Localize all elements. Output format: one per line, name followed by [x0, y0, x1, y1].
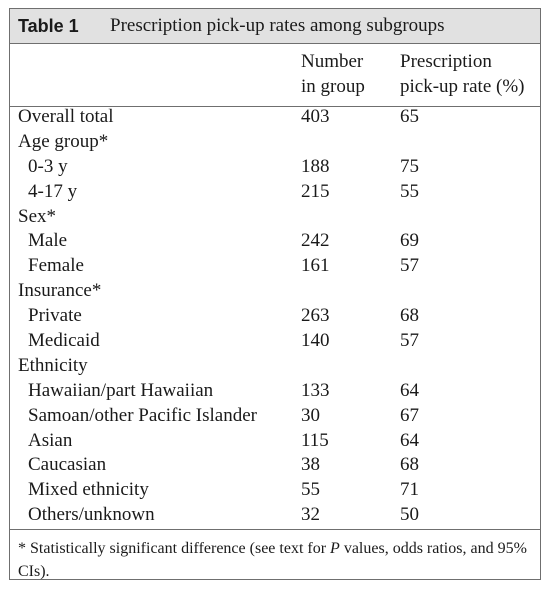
- table-row: Male 242 69: [10, 229, 540, 254]
- row-pickup-rate: 68: [400, 454, 419, 476]
- table-row: Asian 115 64: [10, 429, 540, 454]
- row-number-in-group: 242: [301, 230, 330, 252]
- row-pickup-rate: 57: [400, 255, 419, 277]
- table-row: Insurance*: [10, 279, 540, 304]
- table-row: Overall total 403 65: [10, 105, 540, 130]
- table-row: Hawaiian/part Hawaiian 133 64: [10, 379, 540, 404]
- row-label: Caucasian: [28, 454, 107, 476]
- row-label: Age group*: [18, 130, 109, 152]
- row-label: Male: [28, 230, 68, 252]
- column-header-number-line2: in group: [301, 76, 365, 97]
- row-pickup-rate: 67: [400, 404, 419, 426]
- header-bottom-rule: [10, 106, 540, 107]
- row-label: Medicaid: [28, 330, 100, 352]
- row-number-in-group: 263: [301, 305, 330, 327]
- table-row: 0-3 y 188 75: [10, 155, 540, 180]
- row-number-in-group: 55: [301, 479, 320, 501]
- row-label: Hawaiian/part Hawaiian: [28, 379, 214, 401]
- table-row: Ethnicity: [10, 354, 540, 379]
- footnote-text-end: values, odds ratios, and 95% CIs).: [18, 540, 527, 580]
- row-label: Mixed ethnicity: [28, 479, 149, 501]
- table-row: 4-17 y 215 55: [10, 180, 540, 205]
- row-label: Private: [28, 305, 82, 327]
- row-pickup-rate: 69: [400, 230, 419, 252]
- row-number-in-group: 403: [301, 106, 330, 127]
- table-row: Mixed ethnicity 55 71: [10, 478, 540, 503]
- row-label: 4-17 y: [28, 180, 78, 202]
- row-label: Overall total: [18, 106, 114, 127]
- table-row: Private 263 68: [10, 304, 540, 329]
- row-label: Ethnicity: [18, 354, 88, 376]
- row-pickup-rate: 55: [400, 180, 419, 202]
- row-label: 0-3 y: [28, 155, 68, 177]
- row-number-in-group: 140: [301, 330, 330, 352]
- row-pickup-rate: 71: [400, 479, 419, 501]
- column-header-rate: Prescription pick-up rate (%): [400, 49, 525, 99]
- row-number-in-group: 38: [301, 454, 320, 476]
- footnote-p-symbol: P: [330, 540, 340, 557]
- row-number-in-group: 215: [301, 180, 330, 202]
- row-number-in-group: 30: [301, 404, 320, 426]
- row-label: Others/unknown: [28, 504, 155, 526]
- footnote-text-start: * Statistically significant difference (…: [18, 540, 331, 557]
- table-title: Prescription pick-up rates among subgrou…: [110, 15, 445, 36]
- table-row: Caucasian 38 68: [10, 453, 540, 478]
- header-top-rule: [10, 43, 540, 44]
- column-header-number-line1: Number: [301, 51, 364, 72]
- row-label: Asian: [28, 429, 73, 451]
- table-row: Samoan/other Pacific Islander 30 67: [10, 404, 540, 429]
- table-row: Age group*: [10, 130, 540, 155]
- row-number-in-group: 32: [301, 504, 320, 526]
- row-label: Sex*: [18, 205, 56, 227]
- row-number-in-group: 133: [301, 379, 330, 401]
- row-pickup-rate: 65: [400, 106, 419, 127]
- table-row: Sex*: [10, 205, 540, 230]
- table-caption-bar: Table 1 Prescription pick-up rates among…: [10, 9, 540, 43]
- row-number-in-group: 115: [301, 429, 329, 451]
- row-pickup-rate: 75: [400, 155, 419, 177]
- row-number-in-group: 161: [301, 255, 330, 277]
- column-header-rate-line1: Prescription: [400, 51, 492, 72]
- row-pickup-rate: 50: [400, 504, 419, 526]
- row-pickup-rate: 68: [400, 305, 419, 327]
- table-row: Medicaid 140 57: [10, 329, 540, 354]
- row-label: Samoan/other Pacific Islander: [28, 404, 257, 426]
- row-pickup-rate: 57: [400, 330, 419, 352]
- row-pickup-rate: 64: [400, 429, 419, 451]
- table-body: Overall total 403 65 Age group* 0-3 y 188 75 4-…: [10, 105, 540, 528]
- table-number: Table 1: [18, 16, 79, 36]
- row-label: Female: [28, 255, 84, 277]
- table-row: Others/unknown 32 50: [10, 503, 540, 528]
- row-number-in-group: 188: [301, 155, 330, 177]
- column-header-rate-line2: pick-up rate (%): [400, 76, 525, 97]
- table-frame: Table 1 Prescription pick-up rates among…: [9, 8, 541, 580]
- table-footnote: * Statistically significant difference (…: [18, 537, 538, 583]
- column-header-number: Number in group: [301, 49, 365, 99]
- footer-rule: [10, 529, 540, 530]
- table-row: Female 161 57: [10, 254, 540, 279]
- row-label: Insurance*: [18, 280, 102, 302]
- row-pickup-rate: 64: [400, 379, 419, 401]
